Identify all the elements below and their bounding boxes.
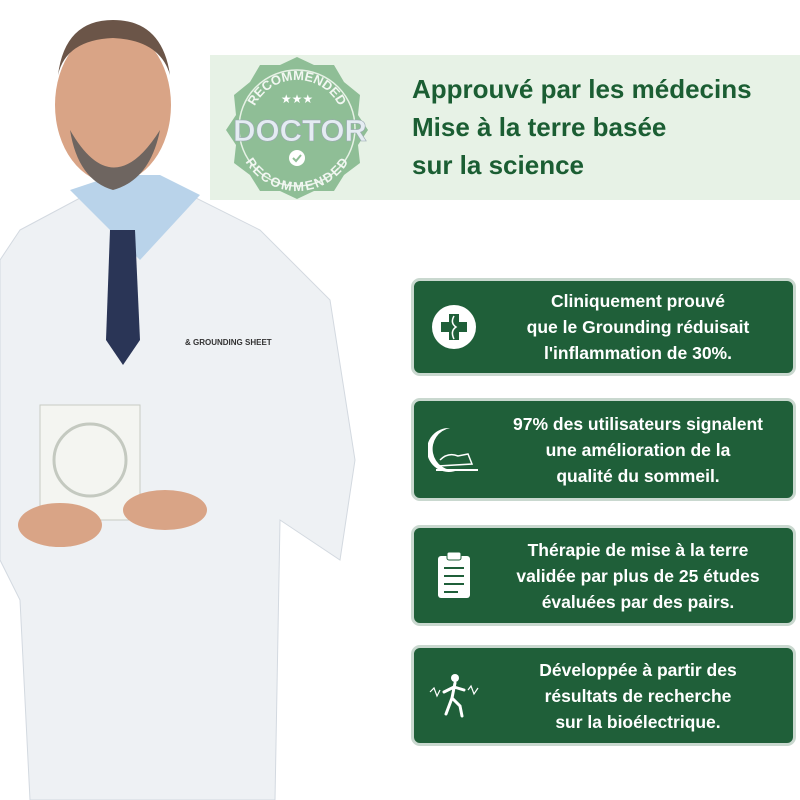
feature-text: que le Grounding réduisait: [526, 317, 750, 337]
feature-text: qualité du sommeil.: [556, 465, 720, 486]
feature-card-inflammation: Cliniquement prouvé que le Grounding réd…: [411, 278, 796, 376]
feature-text: 97% des utilisateurs signalent: [513, 413, 763, 434]
clipboard-icon: [438, 551, 470, 598]
feature-card-sleep: 97% des utilisateurs signalent une améli…: [411, 398, 796, 501]
bioelectric-figure-icon: [429, 673, 479, 717]
feature-card-studies: Thérapie de mise à la terre validée par …: [411, 525, 796, 626]
coat-logo: & GROUNDING SHEET: [185, 338, 272, 347]
feature-text: Thérapie de mise à la terre: [527, 539, 749, 560]
headline: Approuvé par les médecins Mise à la terr…: [412, 70, 752, 184]
feature-text: l'inflammation de 30%.: [544, 343, 732, 363]
feature-text: évaluées par des pairs.: [541, 591, 735, 612]
svg-text:DOCTOR: DOCTOR: [233, 113, 367, 148]
headline-line: sur la science: [412, 150, 584, 180]
feature-text: Cliniquement prouvé: [550, 291, 726, 311]
doctor-recommended-badge: RECOMMENDED RECOMMENDED ★★★ DOCTOR: [226, 57, 368, 199]
feature-text: Développée à partir des: [539, 659, 737, 680]
feature-text: résultats de recherche: [544, 685, 732, 706]
headline-line: Mise à la terre basée: [412, 112, 667, 142]
feature-text: sur la bioélectrique.: [555, 711, 721, 732]
feature-card-bioelectric: Développée à partir des résultats de rec…: [411, 645, 796, 746]
headline-line: Approuvé par les médecins: [412, 74, 752, 104]
feature-text: une amélioration de la: [545, 439, 731, 460]
medical-cross-icon: [432, 305, 476, 349]
svg-text:★★★: ★★★: [281, 92, 313, 106]
feature-text: validée par plus de 25 études: [516, 565, 760, 586]
moon-sleep-icon: [428, 427, 478, 472]
